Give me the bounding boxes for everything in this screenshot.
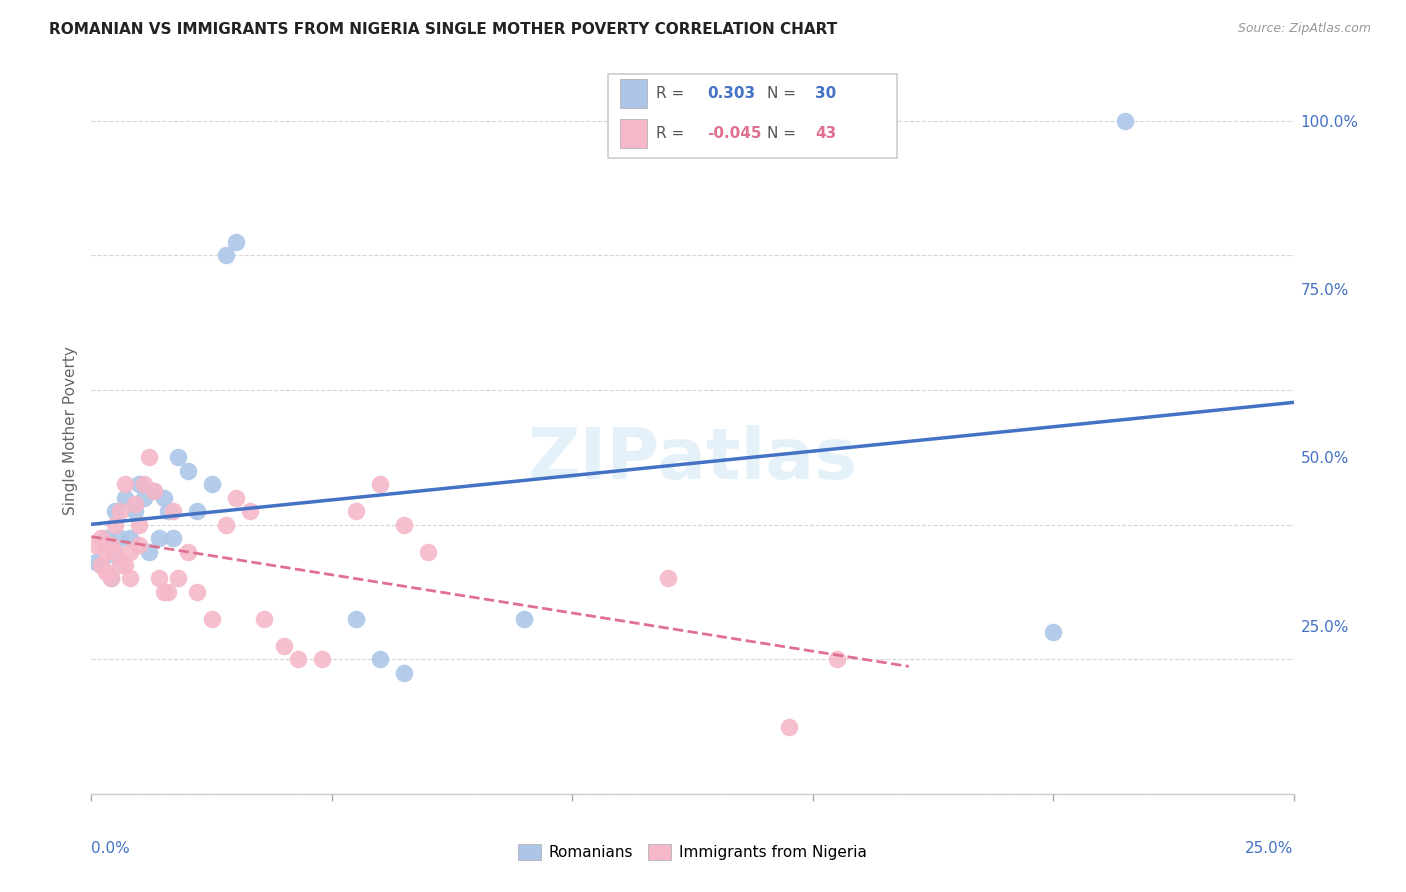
Point	[104, 548, 127, 562]
Point	[118, 531, 141, 545]
Text: R =: R =	[657, 126, 689, 141]
Point	[392, 665, 415, 680]
Point	[253, 612, 276, 626]
Text: 0.0%: 0.0%	[91, 841, 131, 856]
Point	[162, 531, 184, 545]
Point	[186, 504, 208, 518]
Y-axis label: Single Mother Poverty: Single Mother Poverty	[62, 346, 77, 515]
Point	[118, 544, 141, 558]
Point	[100, 538, 122, 552]
Point	[368, 477, 391, 491]
Point	[825, 652, 848, 666]
Text: R =: R =	[657, 86, 689, 101]
Point	[176, 464, 198, 478]
Point	[176, 544, 198, 558]
Point	[215, 517, 238, 532]
Point	[157, 585, 180, 599]
Point	[128, 538, 150, 552]
Text: 25.0%: 25.0%	[1246, 841, 1294, 856]
Point	[162, 504, 184, 518]
Text: ZIPatlas: ZIPatlas	[527, 425, 858, 494]
Point	[84, 555, 107, 569]
Point	[186, 585, 208, 599]
Point	[94, 544, 117, 558]
Point	[142, 483, 165, 498]
Point	[124, 504, 146, 518]
Text: 0.303: 0.303	[707, 86, 755, 101]
Bar	[620, 119, 647, 148]
Point	[94, 531, 117, 545]
Point	[100, 572, 122, 586]
Text: 30: 30	[815, 86, 837, 101]
Text: N =: N =	[768, 86, 801, 101]
Point	[138, 450, 160, 465]
Point	[142, 483, 165, 498]
Text: ROMANIAN VS IMMIGRANTS FROM NIGERIA SINGLE MOTHER POVERTY CORRELATION CHART: ROMANIAN VS IMMIGRANTS FROM NIGERIA SING…	[49, 22, 838, 37]
Point	[110, 504, 132, 518]
Point	[167, 450, 190, 465]
Point	[118, 572, 141, 586]
Point	[134, 477, 156, 491]
Point	[104, 504, 127, 518]
Point	[148, 531, 170, 545]
Point	[110, 531, 132, 545]
Point	[100, 572, 122, 586]
Point	[215, 248, 238, 262]
Point	[138, 544, 160, 558]
Point	[110, 558, 132, 572]
Text: Source: ZipAtlas.com: Source: ZipAtlas.com	[1237, 22, 1371, 36]
Point	[94, 565, 117, 579]
Point	[128, 477, 150, 491]
Point	[513, 612, 536, 626]
Point	[128, 517, 150, 532]
Point	[124, 498, 146, 512]
Text: -0.045: -0.045	[707, 126, 762, 141]
Text: N =: N =	[768, 126, 801, 141]
Point	[90, 558, 112, 572]
Point	[1114, 113, 1136, 128]
Point	[90, 558, 112, 572]
Point	[104, 517, 127, 532]
Point	[311, 652, 333, 666]
Point	[225, 491, 247, 505]
Point	[1042, 625, 1064, 640]
Point	[344, 612, 367, 626]
Point	[344, 504, 367, 518]
FancyBboxPatch shape	[609, 74, 897, 158]
Point	[416, 544, 439, 558]
Point	[152, 585, 174, 599]
Point	[287, 652, 309, 666]
Point	[104, 544, 127, 558]
Bar	[620, 78, 647, 108]
Point	[134, 491, 156, 505]
Point	[201, 477, 224, 491]
Point	[201, 612, 224, 626]
Point	[152, 491, 174, 505]
Point	[148, 572, 170, 586]
Legend: Romanians, Immigrants from Nigeria: Romanians, Immigrants from Nigeria	[512, 838, 873, 866]
Point	[225, 235, 247, 249]
Point	[657, 572, 679, 586]
Point	[90, 531, 112, 545]
Point	[273, 639, 295, 653]
Point	[114, 558, 136, 572]
Point	[167, 572, 190, 586]
Point	[114, 491, 136, 505]
Point	[392, 517, 415, 532]
Point	[157, 504, 180, 518]
Point	[368, 652, 391, 666]
Text: 43: 43	[815, 126, 837, 141]
Point	[114, 477, 136, 491]
Point	[778, 720, 800, 734]
Point	[239, 504, 262, 518]
Point	[84, 538, 107, 552]
